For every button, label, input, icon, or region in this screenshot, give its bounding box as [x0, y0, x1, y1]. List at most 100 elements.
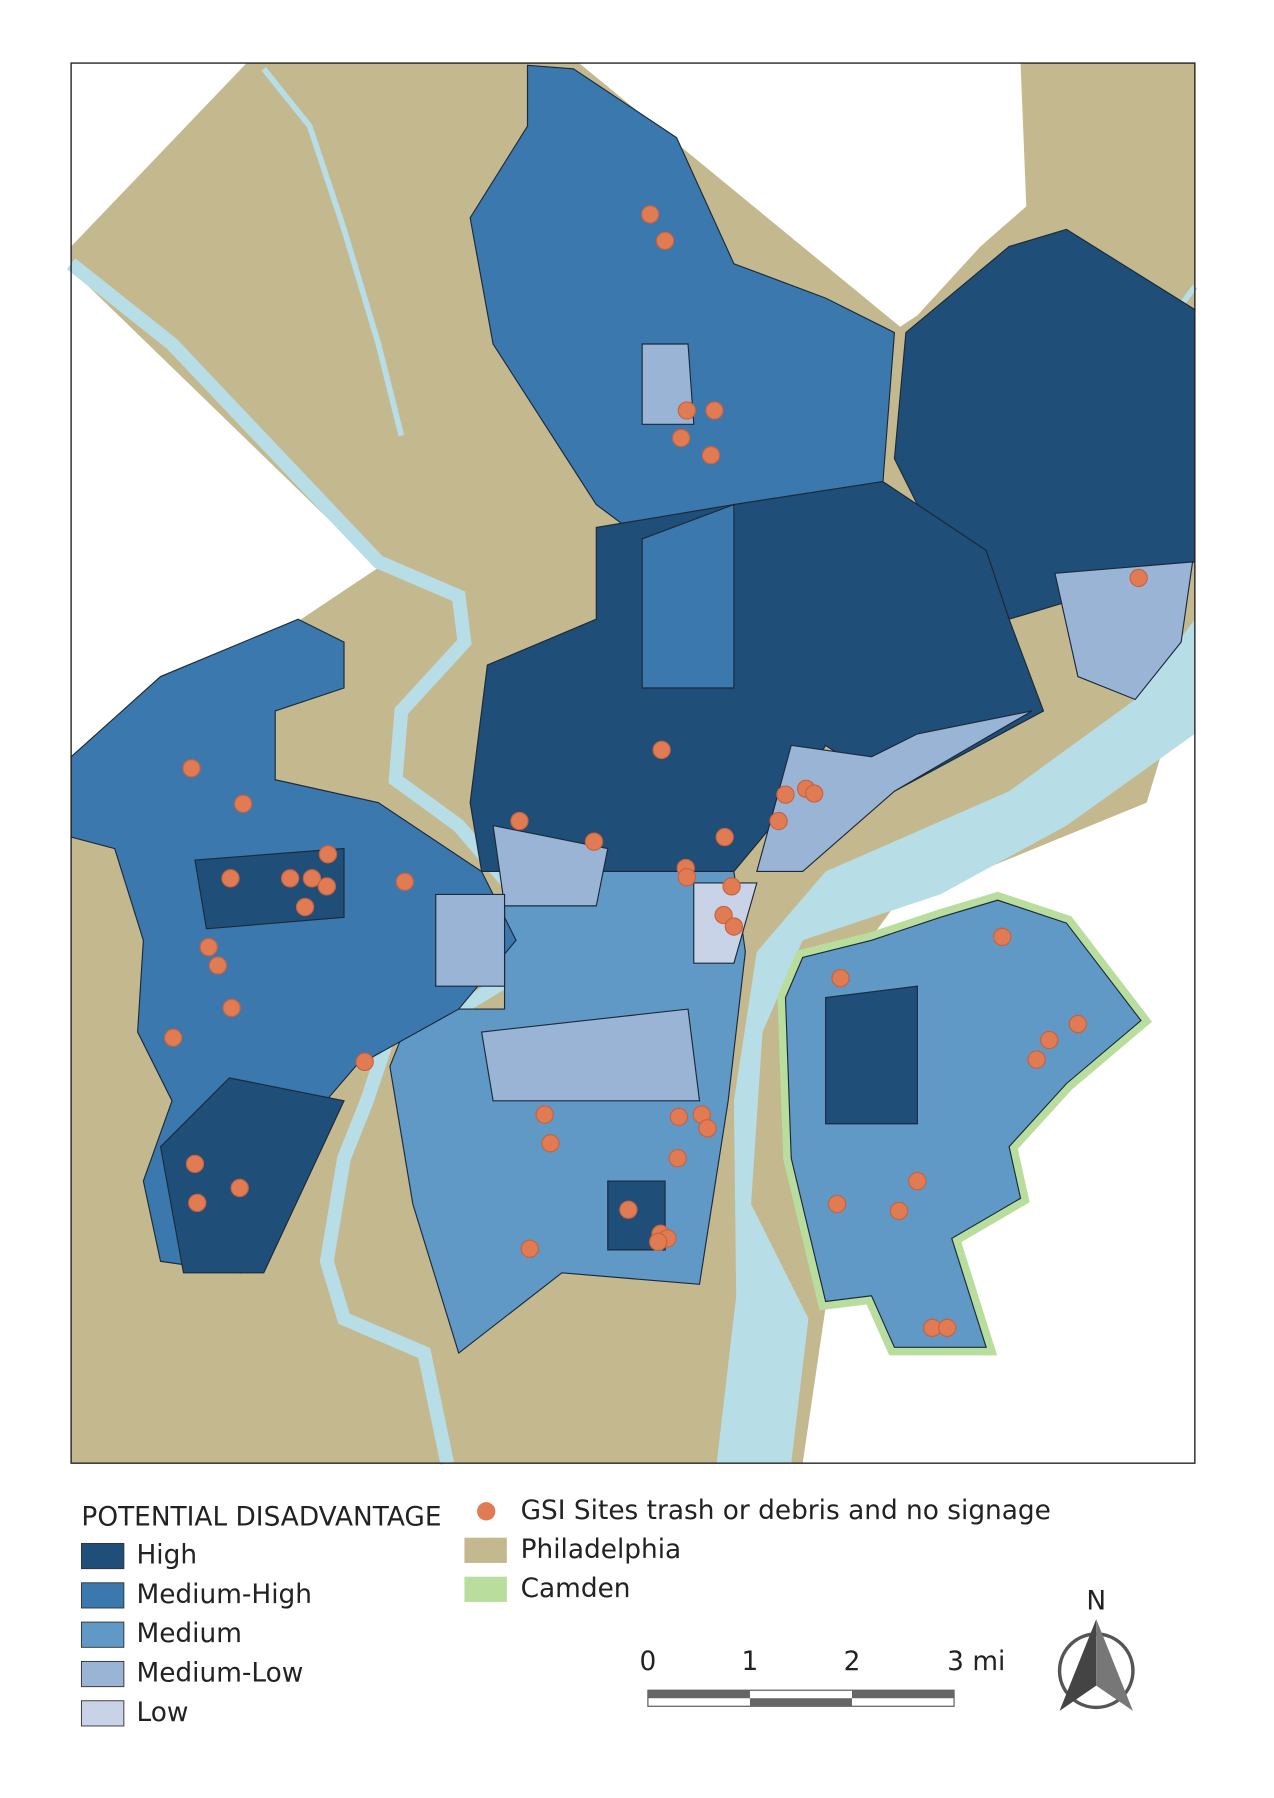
gsi-site — [1129, 568, 1148, 588]
legend-swatch — [80, 1542, 125, 1570]
census-tract — [159, 1077, 345, 1274]
creek — [261, 67, 405, 437]
gsi-site — [233, 794, 253, 813]
gsi-site — [698, 1119, 717, 1138]
north-arrow-right — [1096, 1619, 1133, 1711]
gsi-sites — [163, 205, 1148, 1338]
gsi-site — [655, 231, 675, 250]
gsi-site — [541, 1134, 560, 1153]
gsi-site — [724, 917, 744, 936]
gsi-site — [199, 937, 218, 957]
outside-area — [71, 269, 379, 763]
gsi-site — [302, 869, 322, 888]
gsi-site — [188, 1193, 207, 1213]
gsi-site — [776, 785, 795, 804]
gsi-site — [535, 1105, 554, 1124]
gsi-site — [649, 1232, 668, 1252]
scale-bar-segment — [749, 1698, 853, 1707]
gsi-site — [908, 1171, 927, 1191]
gsi-site — [668, 1148, 687, 1168]
gsi-site — [163, 1028, 183, 1047]
gsi-site — [619, 1200, 638, 1219]
legend-swatch — [80, 1621, 125, 1648]
gsi-site — [182, 759, 201, 778]
legend-swatch — [80, 1700, 125, 1727]
outside-area — [579, 63, 1027, 327]
legend-swatch — [80, 1582, 125, 1609]
gsi-site — [652, 740, 671, 760]
gsi-site — [1068, 1014, 1088, 1034]
gsi-site — [831, 968, 850, 988]
gsi-site — [677, 868, 697, 887]
gsi-site — [395, 872, 414, 891]
scale-bar-segment — [852, 1690, 955, 1699]
gsi-site — [705, 401, 724, 420]
legend-label: GSI Sites trash or debris and no signage — [521, 1496, 1051, 1526]
gsi-site — [714, 905, 733, 925]
north-arrow-left — [1059, 1619, 1097, 1711]
census-tract — [492, 824, 609, 907]
north-label: N — [1086, 1586, 1106, 1616]
gsi-site — [715, 827, 734, 847]
census-tract — [607, 1180, 666, 1251]
outside-area — [71, 63, 247, 247]
gsi-site — [701, 446, 721, 465]
legend-title: POTENTIAL DISADVANTAGE — [81, 1503, 441, 1533]
legend-symbol — [477, 1502, 496, 1521]
legend-swatch — [464, 1576, 507, 1602]
delaware-river — [716, 619, 1195, 1464]
scale-label: 0 — [640, 1647, 657, 1677]
gsi-site — [208, 956, 228, 975]
gsi-site — [993, 927, 1012, 947]
gsi-site — [221, 869, 240, 888]
legend-label: Medium — [136, 1619, 241, 1649]
census-tract — [70, 618, 517, 1274]
gsi-site — [722, 877, 741, 896]
scale-label: 1 — [742, 1647, 759, 1677]
gsi-site — [889, 1201, 909, 1221]
census-tract — [435, 893, 506, 987]
gsi-site — [669, 1107, 689, 1127]
scale-label: 2 — [844, 1647, 861, 1677]
gsi-site — [769, 811, 788, 831]
gsi-site — [1027, 1050, 1046, 1069]
gsi-site — [230, 1178, 249, 1198]
gsi-site — [1040, 1030, 1059, 1050]
gsi-site — [641, 205, 660, 224]
map — [66, 62, 1198, 1465]
legend-label: Medium-High — [136, 1580, 312, 1610]
gsi-site — [318, 845, 338, 864]
census-tract — [825, 985, 918, 1125]
gsi-site — [584, 832, 604, 851]
scale-bar-segment — [647, 1690, 750, 1699]
gsi-site — [510, 811, 529, 831]
gsi-site — [317, 877, 336, 896]
gsi-site — [827, 1194, 847, 1214]
legend-label: Philadelphia — [521, 1535, 682, 1565]
legend-swatch — [80, 1660, 125, 1688]
tracts — [70, 64, 1196, 1356]
census-tract — [480, 1008, 701, 1102]
gsi-site — [938, 1318, 957, 1338]
scale-label: 3 mi — [947, 1647, 1005, 1677]
gsi-site — [671, 428, 691, 448]
census-tract — [1054, 561, 1194, 701]
north-arrow: N — [1057, 1586, 1135, 1711]
gsi-site — [804, 784, 824, 803]
legend-label: Camden — [521, 1574, 631, 1604]
gsi-site — [677, 401, 697, 420]
legend-label: Medium-Low — [136, 1659, 303, 1689]
legend-label: High — [136, 1541, 197, 1571]
census-tract — [641, 503, 735, 689]
legend-swatch — [464, 1537, 507, 1563]
legend: High Medium-High Medium Medium-Low Low GSI Si… — [80, 1496, 1051, 1728]
legend-label: Low — [136, 1698, 188, 1728]
gsi-site — [295, 897, 315, 917]
gsi-site — [280, 869, 300, 888]
gsi-site — [185, 1154, 205, 1174]
gsi-site — [520, 1239, 539, 1258]
gsi-site — [222, 998, 241, 1018]
census-tract — [756, 710, 1033, 873]
